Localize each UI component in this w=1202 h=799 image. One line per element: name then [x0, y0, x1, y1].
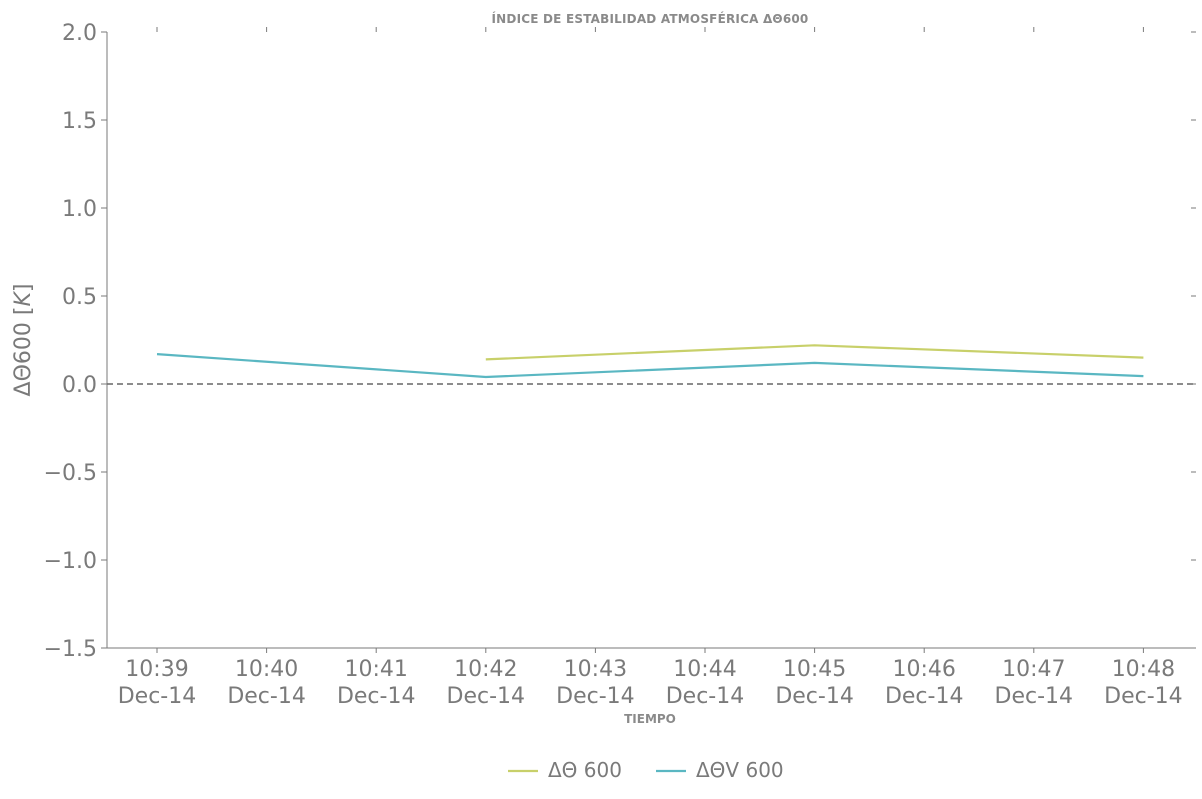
axes — [106, 32, 1196, 649]
y-tick-label: 0.5 — [62, 285, 97, 310]
series-line-2 — [156, 353, 1144, 379]
x-tick-time: 10:43 — [564, 657, 627, 682]
y-ticks: −1.5 −1.0 −0.5 0.0 0.5 1.0 1.5 2.0 — [44, 21, 1196, 662]
x-tick-date: Dec-14 — [1104, 684, 1183, 709]
x-tick-date: Dec-14 — [227, 684, 306, 709]
legend-label-1: ΔΘ 600 — [548, 758, 622, 782]
x-tick-date: Dec-14 — [885, 684, 964, 709]
x-axis-label: TIEMPO — [624, 712, 676, 726]
x-tick-time: 10:42 — [454, 657, 517, 682]
x-tick-date: Dec-14 — [337, 684, 416, 709]
y-tick-label: 1.5 — [62, 109, 97, 134]
legend: ΔΘ 600 ΔΘV 600 — [508, 758, 784, 782]
y-tick-label: −1.0 — [44, 549, 97, 574]
x-tick-time: 10:39 — [125, 657, 188, 682]
x-tick-date: Dec-14 — [447, 684, 526, 709]
x-ticks: 10:39Dec-1410:40Dec-1410:41Dec-1410:42De… — [118, 27, 1183, 709]
y-tick-label: −1.5 — [44, 637, 97, 662]
x-tick-time: 10:48 — [1112, 657, 1175, 682]
x-tick-time: 10:41 — [344, 657, 407, 682]
x-tick-time: 10:46 — [892, 657, 955, 682]
chart-title: ÍNDICE DE ESTABILIDAD ATMOSFÉRICA ΔΘ600 — [492, 11, 809, 26]
x-tick-time: 10:45 — [783, 657, 846, 682]
y-tick-label: 2.0 — [62, 21, 97, 46]
y-tick-label: −0.5 — [44, 461, 97, 486]
y-tick-label: 1.0 — [62, 197, 97, 222]
x-tick-date: Dec-14 — [995, 684, 1074, 709]
x-tick-time: 10:47 — [1002, 657, 1065, 682]
series-line-1 — [485, 344, 1144, 361]
x-tick-date: Dec-14 — [666, 684, 745, 709]
x-tick-date: Dec-14 — [118, 684, 197, 709]
x-tick-time: 10:44 — [673, 657, 736, 682]
y-tick-label: 0.0 — [62, 373, 97, 398]
x-tick-date: Dec-14 — [775, 684, 854, 709]
y-axis-label: ΔΘ600 [K] — [11, 284, 36, 397]
series-lines — [156, 344, 1144, 379]
legend-label-2: ΔΘV 600 — [696, 758, 784, 782]
x-tick-time: 10:40 — [235, 657, 298, 682]
x-tick-date: Dec-14 — [556, 684, 635, 709]
